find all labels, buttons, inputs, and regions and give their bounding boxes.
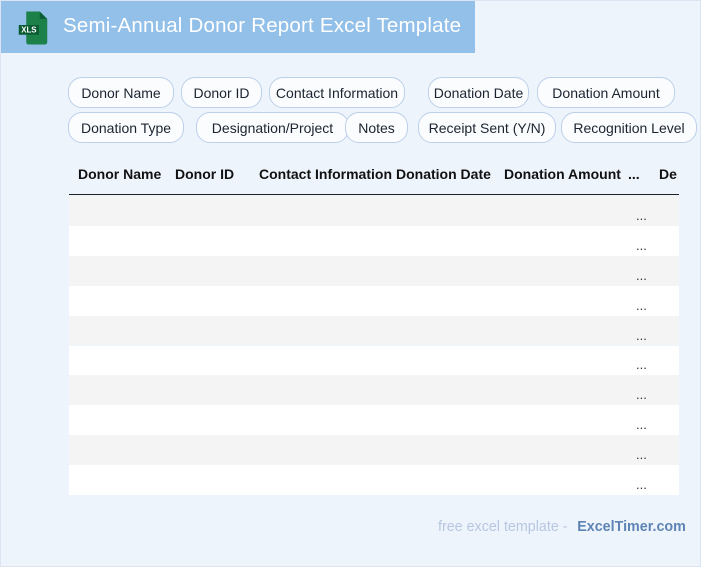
svg-text:XLS: XLS (21, 26, 36, 35)
